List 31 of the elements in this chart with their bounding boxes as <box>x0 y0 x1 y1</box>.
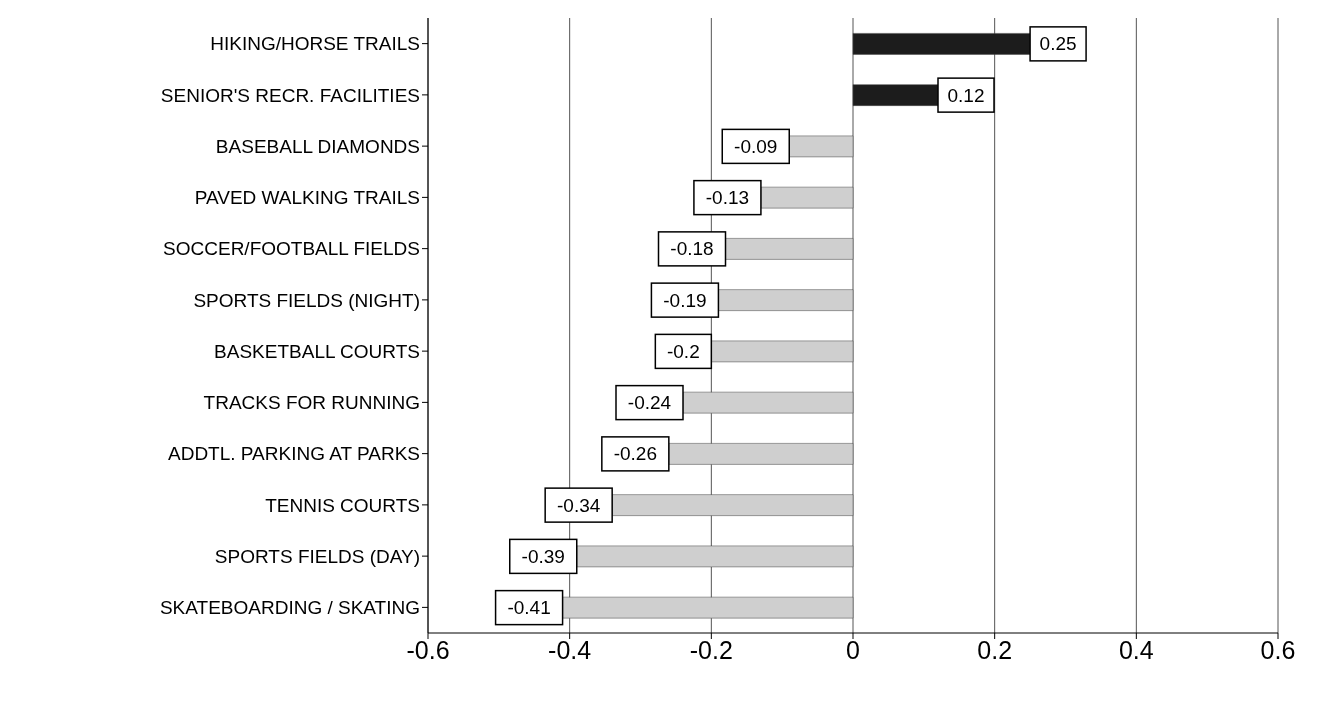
data-label: -0.41 <box>507 597 551 619</box>
data-label: -0.18 <box>670 238 714 260</box>
y-tick-label: SPORTS FIELDS (DAY) <box>214 545 420 567</box>
data-label: -0.19 <box>663 289 707 311</box>
data-label: -0.34 <box>557 494 601 516</box>
data-label: -0.26 <box>613 443 657 465</box>
y-tick-label: SOCCER/FOOTBALL FIELDS <box>163 238 420 260</box>
x-tick-label: -0.6 <box>406 635 450 664</box>
data-label: -0.39 <box>521 545 565 567</box>
y-tick-label: HIKING/HORSE TRAILS <box>210 33 420 55</box>
data-label: -0.24 <box>627 392 672 414</box>
x-tick-label: 0.4 <box>1118 635 1154 664</box>
y-tick-label: TENNIS COURTS <box>265 494 420 516</box>
data-label: -0.13 <box>705 187 750 209</box>
y-tick-label: TRACKS FOR RUNNING <box>203 392 420 414</box>
y-tick-label: SKATEBOARDING / SKATING <box>159 597 420 619</box>
y-tick-label: PAVED WALKING TRAILS <box>194 187 420 209</box>
x-tick-label: -0.2 <box>689 635 733 664</box>
x-tick-label: -0.4 <box>548 635 592 664</box>
x-tick-label: 0 <box>846 635 860 664</box>
y-tick-label: BASKETBALL COURTS <box>214 340 420 362</box>
x-tick-label: 0.6 <box>1260 635 1296 664</box>
data-label: 0.12 <box>947 84 985 106</box>
x-tick-label: 0.2 <box>977 635 1013 664</box>
data-label: -0.09 <box>734 135 778 157</box>
data-label: -0.2 <box>666 340 700 362</box>
y-tick-label: ADDTL. PARKING AT PARKS <box>168 443 420 465</box>
data-label: 0.25 <box>1039 33 1077 55</box>
y-tick-label: BASEBALL DIAMONDS <box>215 135 420 157</box>
y-tick-label: SENIOR'S RECR. FACILITIES <box>160 84 420 106</box>
y-tick-label: SPORTS FIELDS (NIGHT) <box>193 289 420 311</box>
